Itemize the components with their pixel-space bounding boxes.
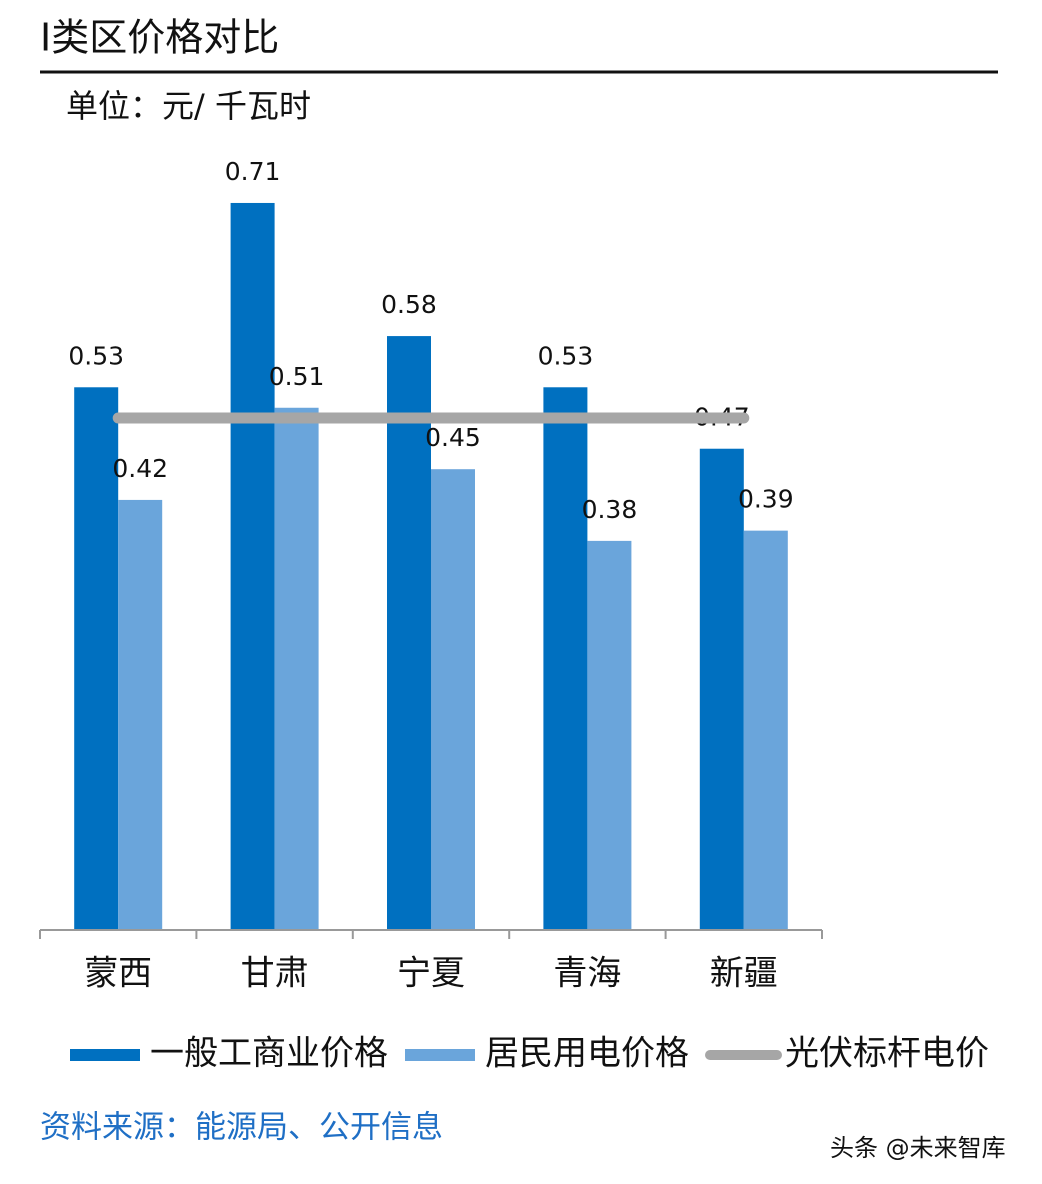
- bar: [274, 407, 319, 930]
- x-tick-label: 新疆: [710, 954, 778, 994]
- bar: [118, 499, 163, 930]
- source-note: 资料来源：能源局、公开信息: [40, 1110, 443, 1146]
- legend-label: 居民用电价格: [485, 1034, 689, 1074]
- value-label: 0.38: [582, 495, 638, 524]
- watermark: 头条 @未来智库: [830, 1134, 1006, 1162]
- legend-swatch: [70, 1049, 140, 1061]
- bar: [431, 469, 475, 930]
- chart-subtitle: 单位：元/ 千瓦时: [66, 87, 311, 125]
- bar: [543, 387, 588, 930]
- value-label: 0.53: [538, 341, 594, 370]
- bar: [587, 540, 632, 930]
- bar: [74, 387, 119, 930]
- value-label: 0.39: [738, 485, 794, 514]
- x-tick-label: 宁夏: [397, 954, 465, 994]
- legend-swatch: [405, 1049, 475, 1061]
- bar: [230, 202, 275, 930]
- chart-title: Ⅰ类区价格对比: [40, 16, 279, 60]
- value-label: 0.71: [225, 157, 281, 186]
- bar: [387, 336, 431, 931]
- x-tick-label: 甘肃: [241, 954, 309, 994]
- x-tick-label: 青海: [553, 954, 621, 994]
- bar: [699, 448, 744, 930]
- value-label: 0.45: [425, 423, 481, 452]
- value-label: 0.53: [68, 341, 124, 370]
- legend-label: 一般工商业价格: [150, 1034, 388, 1074]
- value-label: 0.58: [381, 290, 437, 319]
- value-label: 0.42: [112, 454, 168, 483]
- x-tick-label: 蒙西: [84, 954, 152, 994]
- bar: [743, 530, 788, 930]
- legend-label: 光伏标杆电价: [785, 1034, 989, 1074]
- value-label: 0.51: [269, 362, 325, 391]
